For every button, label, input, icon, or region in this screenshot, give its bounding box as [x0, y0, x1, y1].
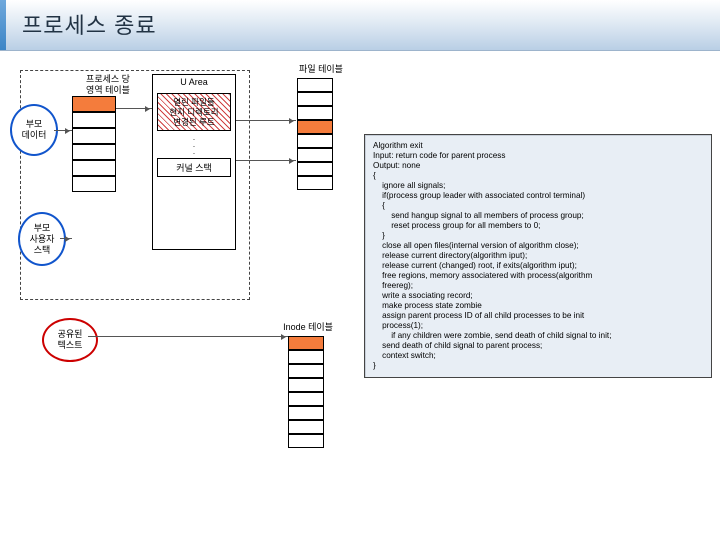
table-row	[288, 420, 324, 434]
table-row	[297, 120, 333, 134]
slide: 프로세스 종료 부모데이터부모사용자스택공유된텍스트 프로세스 당영역 테이블 …	[0, 0, 720, 540]
table-row	[288, 336, 324, 350]
kernel-stack: 커널 스택	[157, 158, 231, 177]
table-row	[72, 144, 116, 160]
table-row	[288, 406, 324, 420]
u-area-header: U Area	[153, 75, 235, 89]
table-row	[297, 92, 333, 106]
table-row	[297, 78, 333, 92]
table-row	[297, 176, 333, 190]
arrow	[60, 238, 72, 239]
inode-table-label: Inode 테이블	[274, 322, 342, 333]
file-table-label: 파일 테이블	[287, 64, 355, 75]
arrow	[54, 130, 72, 131]
table-row	[297, 162, 333, 176]
ellipse-parentData: 부모데이터	[10, 104, 58, 156]
table-row	[288, 378, 324, 392]
table-row	[72, 112, 116, 128]
u-area-dots: ...	[153, 135, 235, 155]
table-row	[72, 160, 116, 176]
table-row	[72, 96, 116, 112]
process-table-label: 프로세스 당영역 테이블	[70, 74, 146, 96]
table-row	[297, 148, 333, 162]
arrow	[88, 336, 288, 337]
ellipse-sharedText: 공유된텍스트	[42, 318, 98, 362]
slide-title: 프로세스 종료	[22, 8, 157, 40]
u-area-open-files: 열린 파일들현지 디렉토리변경된 루트	[157, 93, 231, 131]
inode-table	[288, 336, 324, 448]
table-row	[297, 134, 333, 148]
table-row	[288, 350, 324, 364]
table-row	[288, 364, 324, 378]
table-row	[297, 106, 333, 120]
arrow	[236, 120, 296, 121]
table-row	[288, 434, 324, 448]
process-table	[72, 96, 116, 192]
arrow	[116, 108, 152, 109]
algorithm-code: Algorithm exit Input: return code for pa…	[364, 134, 712, 378]
arrow	[236, 160, 296, 161]
u-area: U Area 열린 파일들현지 디렉토리변경된 루트 ... 커널 스택	[152, 74, 236, 250]
file-table	[297, 78, 333, 190]
table-row	[72, 176, 116, 192]
title-bar: 프로세스 종료	[0, 0, 720, 51]
table-row	[288, 392, 324, 406]
table-row	[72, 128, 116, 144]
ellipse-parentStack: 부모사용자스택	[18, 212, 66, 266]
